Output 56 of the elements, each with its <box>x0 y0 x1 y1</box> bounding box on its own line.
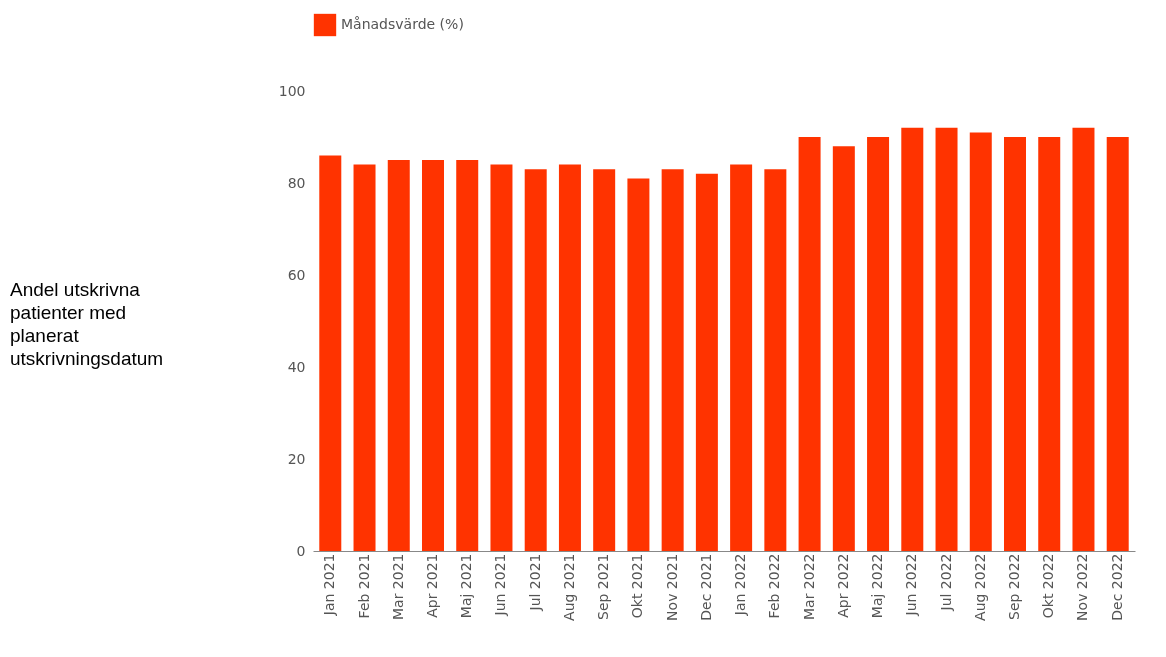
bar <box>353 164 376 551</box>
x-tick-label: Okt 2021 <box>629 553 646 619</box>
x-tick-label: Apr 2022 <box>834 553 851 618</box>
bar <box>422 160 444 551</box>
x-tick-label: Jan 2021 <box>321 553 338 617</box>
x-tick-label: Maj 2021 <box>458 553 475 619</box>
x-tick-label: Jul 2021 <box>526 553 543 612</box>
y-tick-label: 40 <box>287 358 306 375</box>
bar <box>1072 127 1095 551</box>
bar <box>1038 137 1061 551</box>
legend-label: Månadsvärde (%) <box>341 16 464 32</box>
x-tick-label: Okt 2022 <box>1040 553 1057 619</box>
bar <box>935 127 958 551</box>
x-tick-label: Jan 2022 <box>732 553 749 617</box>
bar <box>867 137 890 551</box>
x-tick-label: Aug 2021 <box>560 553 577 621</box>
bar <box>1106 137 1129 551</box>
bar <box>524 169 547 551</box>
x-tick-label: Feb 2022 <box>766 553 783 619</box>
bar <box>730 164 753 551</box>
bar <box>456 160 479 551</box>
x-tick-label: Aug 2022 <box>971 553 988 621</box>
x-tick-label: Jul 2022 <box>937 553 954 612</box>
x-tick-label: Nov 2021 <box>663 553 680 621</box>
bar <box>695 173 718 551</box>
bar <box>1004 137 1026 551</box>
x-tick-label: Feb 2021 <box>355 553 372 619</box>
bar <box>969 132 992 551</box>
y-tick-label: 100 <box>278 82 306 99</box>
bar <box>627 178 650 551</box>
x-tick-label: Mar 2021 <box>389 553 406 620</box>
x-tick-label: Sep 2022 <box>1006 553 1022 620</box>
y-tick-label: 60 <box>287 266 306 283</box>
y-tick-label: 80 <box>287 174 306 191</box>
bar <box>661 169 684 551</box>
y-tick-label: 20 <box>287 450 306 467</box>
x-tick-label: Jun 2022 <box>903 553 920 617</box>
x-tick-label: Dec 2021 <box>697 553 714 621</box>
bar <box>764 169 787 551</box>
x-tick-label: Nov 2022 <box>1074 553 1091 621</box>
bar <box>901 127 924 551</box>
bar <box>798 137 821 551</box>
x-tick-label: Maj 2022 <box>869 553 886 619</box>
x-tick-label: Mar 2022 <box>800 553 817 620</box>
text: Andel utskrivna patienter med planerat utskrivningsdatum <box>10 279 164 369</box>
x-tick-label: Apr 2021 <box>424 553 440 618</box>
bar <box>558 164 581 551</box>
x-tick-label: Dec 2022 <box>1108 553 1125 621</box>
bar <box>319 155 342 551</box>
bar <box>832 146 855 551</box>
x-tick-label: Jun 2021 <box>492 553 509 617</box>
x-tick-label: Sep 2021 <box>595 553 612 620</box>
y-tick-label: 0 <box>296 542 306 559</box>
bar <box>387 160 410 551</box>
bar <box>593 169 616 551</box>
bar <box>490 164 513 551</box>
